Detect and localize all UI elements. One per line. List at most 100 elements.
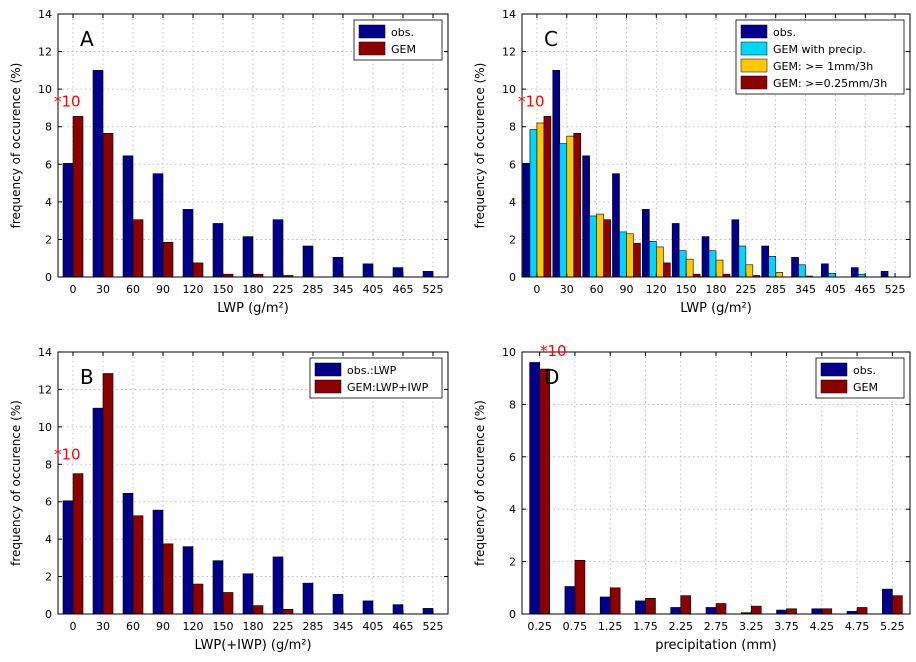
bar [612, 173, 620, 278]
legend-label: GEM: >=0.25mm/3h [773, 77, 887, 90]
legend-swatch [740, 24, 768, 39]
x-tick-label: 150 [213, 283, 234, 296]
y-tick-label: 8 [45, 458, 52, 471]
bar [132, 219, 144, 278]
x-tick-label: 345 [333, 620, 354, 633]
y-axis-label: frequency of occurence (%) [473, 63, 487, 229]
bar [212, 223, 224, 278]
bar [633, 242, 641, 278]
bar [122, 155, 134, 278]
x-tick-label: 465 [855, 283, 876, 296]
y-tick-label: 6 [45, 496, 52, 509]
bar [552, 70, 561, 278]
y-tick-label: 12 [38, 46, 52, 59]
x-tick-label: 90 [156, 620, 170, 633]
y-tick-label: 4 [509, 196, 516, 209]
x-tick-label: 90 [619, 283, 633, 296]
bar [731, 219, 740, 278]
bar [162, 241, 174, 278]
bar [182, 546, 194, 615]
x-axis-label: LWP (g/m²) [680, 301, 752, 316]
y-tick-label: 14 [38, 346, 52, 359]
legend: obs. GEM [815, 357, 905, 399]
bar [362, 263, 374, 278]
x-tick-label: 4.25 [810, 620, 835, 633]
legend-swatch [740, 58, 768, 73]
bar [791, 256, 799, 278]
bar [362, 600, 374, 615]
bar [539, 368, 550, 615]
bar [422, 608, 434, 615]
bar [701, 236, 710, 278]
y-tick-label: 2 [45, 233, 52, 246]
y-axis-label: frequency of occurence (%) [9, 400, 23, 566]
bar [670, 607, 682, 615]
y-tick-label: 0 [45, 608, 52, 621]
bar [775, 272, 783, 278]
bar [242, 573, 254, 615]
x-tick-label: 1.75 [633, 620, 658, 633]
bar [242, 236, 254, 278]
legend-label: obs. [853, 364, 876, 377]
bar [62, 500, 74, 615]
bar [132, 515, 144, 615]
bar [776, 609, 787, 615]
x-tick-label: 0 [533, 283, 540, 296]
bar [422, 271, 434, 278]
bar [850, 267, 859, 278]
legend: obs. GEM [353, 19, 443, 61]
chart-panel-a: 0 2 4 6 8 10 12 14 0 30 60 90 120 150 180 225 285 345 405 4… [9, 8, 449, 316]
bar [798, 264, 806, 278]
bar [559, 143, 568, 278]
bar [856, 607, 868, 615]
annotation-scale-note: *10 [54, 446, 81, 464]
x-tick-label: 0 [70, 620, 77, 633]
y-tick-label: 10 [38, 421, 52, 434]
bar [72, 116, 84, 278]
x-tick-label: 0.75 [563, 620, 588, 633]
x-tick-label: 60 [590, 283, 604, 296]
x-tick-label: 30 [96, 620, 110, 633]
x-tick-label: 525 [885, 283, 906, 296]
bar [72, 473, 84, 615]
bar [821, 608, 833, 615]
x-tick-label: 405 [825, 283, 846, 296]
bar [102, 373, 114, 615]
bar [708, 250, 717, 278]
legend-swatch [820, 362, 848, 377]
x-tick-label: 60 [126, 283, 140, 296]
x-tick-label: 405 [363, 283, 384, 296]
bar [122, 492, 134, 615]
bar [882, 588, 893, 615]
x-tick-label: 0.25 [527, 620, 552, 633]
x-tick-label: 225 [273, 620, 294, 633]
x-tick-label: 525 [423, 620, 444, 633]
y-tick-label: 4 [45, 533, 52, 546]
bar [745, 264, 754, 278]
x-tick-label: 2.25 [668, 620, 693, 633]
bar [811, 608, 823, 615]
x-tick-label: 150 [676, 283, 697, 296]
bar [152, 509, 164, 615]
x-tick-label: 60 [126, 620, 140, 633]
x-tick-label: 225 [273, 283, 294, 296]
annotation-scale-note: *10 [54, 92, 81, 110]
chart-panel-c: 0 2 4 6 8 10 12 14 0 30 60 90 120 150 180 225 285 345 405 4… [473, 8, 911, 316]
x-tick-label: 4.75 [845, 620, 870, 633]
x-axis-label: LWP(+IWP) (g/m²) [194, 638, 311, 653]
x-tick-label: 180 [243, 283, 264, 296]
bar [222, 592, 234, 615]
bar [272, 219, 284, 278]
bar [282, 609, 294, 615]
y-axis-label: frequency of occurence (%) [9, 63, 23, 229]
y-tick-label: 0 [45, 271, 52, 284]
bar [821, 263, 829, 278]
x-tick-label: 285 [765, 283, 786, 296]
x-tick-label: 465 [393, 283, 414, 296]
bar [828, 272, 836, 278]
bar [642, 209, 650, 278]
bar [62, 163, 74, 278]
bar [392, 267, 404, 278]
legend: obs.:LWP GEM:LWP+IWP [309, 357, 443, 399]
bar [680, 595, 692, 615]
